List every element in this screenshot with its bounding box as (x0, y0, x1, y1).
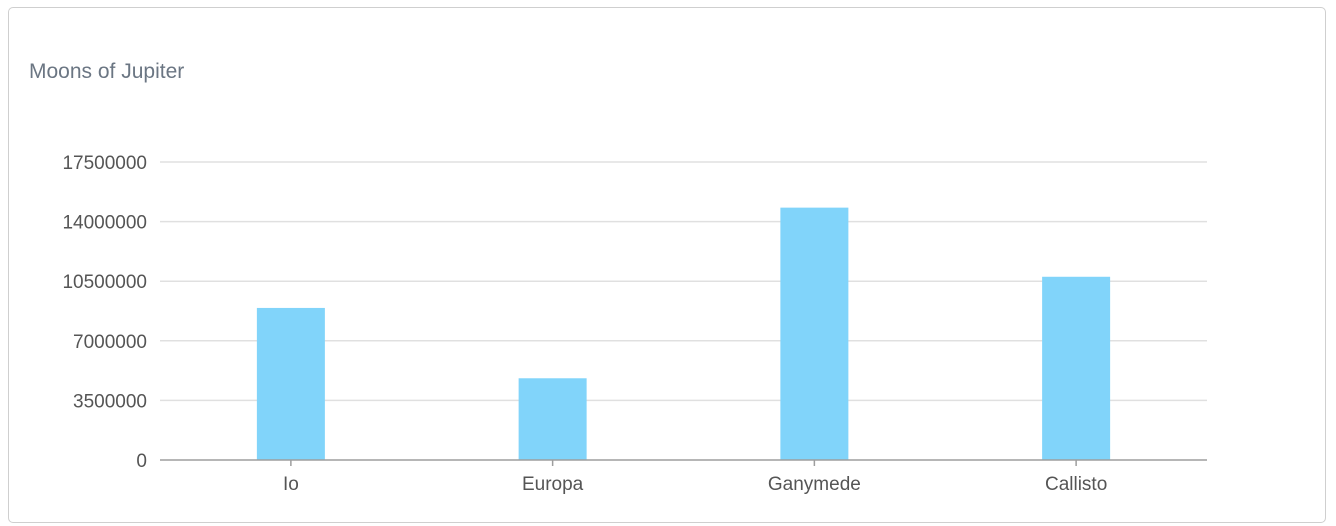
chart-card: Moons of Jupiter (8, 7, 1326, 523)
y-tick-label: 17500000 (62, 153, 147, 174)
chart-title: Moons of Jupiter (29, 60, 185, 83)
x-tick-label: Io (283, 474, 299, 495)
bar-ganymede (780, 207, 849, 460)
y-tick-label: 3500000 (73, 391, 147, 412)
y-tick-label: 10500000 (62, 272, 147, 293)
y-tick-label: 14000000 (62, 213, 147, 234)
y-tick-label: 7000000 (73, 332, 147, 353)
bar-callisto (1042, 276, 1111, 460)
x-tick-label: Europa (522, 474, 584, 495)
axes (160, 459, 1207, 466)
bar-io (256, 307, 325, 460)
y-tick-label: 0 (136, 451, 147, 472)
bars (256, 207, 1111, 460)
x-tick-label: Ganymede (768, 474, 861, 495)
tick-labels: 0 3500000 7000000 10500000 14000000 17500000 I… (62, 153, 1107, 495)
x-tick-label: Callisto (1045, 474, 1107, 495)
bar-europa (518, 378, 587, 460)
grid-lines (160, 161, 1207, 402)
